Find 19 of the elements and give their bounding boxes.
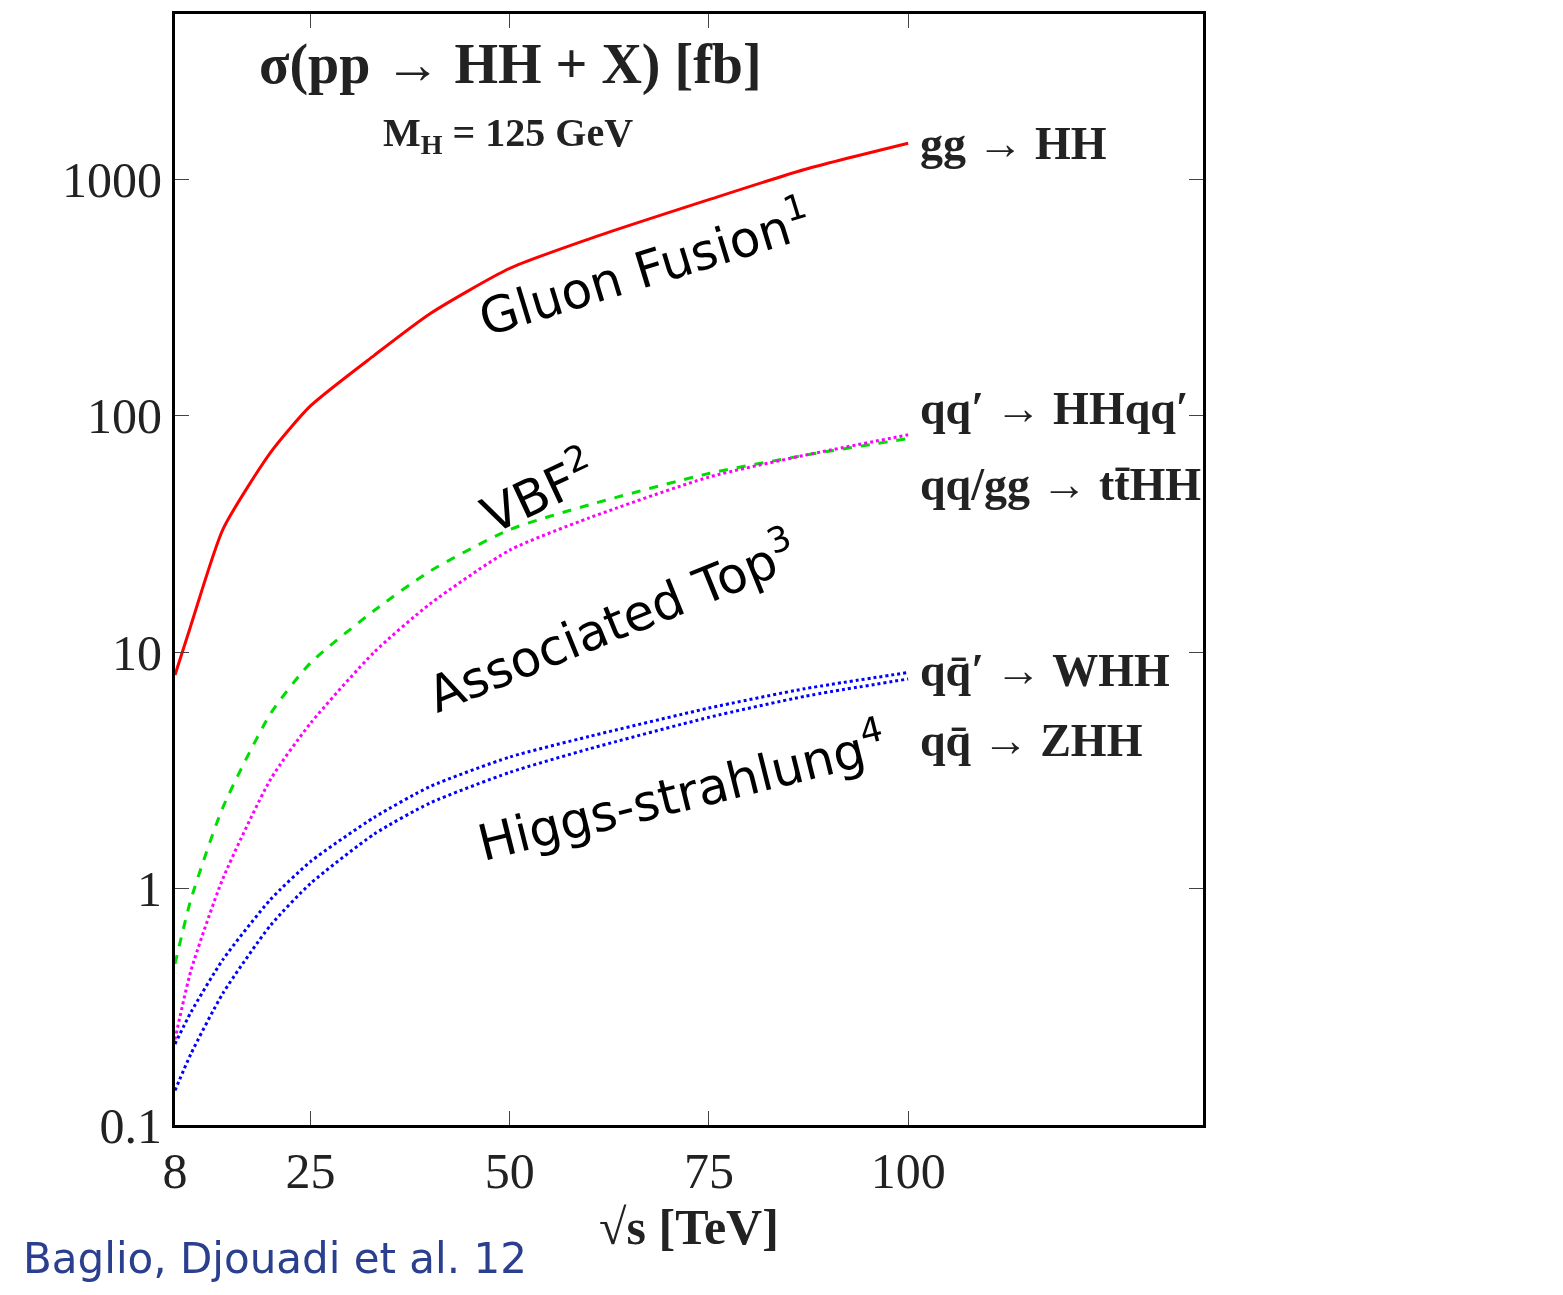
y-tick-label: 100	[87, 388, 162, 445]
x-axis-title: √s [TeV]	[599, 1199, 779, 1255]
y-tick-label: 0.1	[99, 1097, 162, 1154]
y-tick-label: 1	[137, 861, 162, 918]
x-tick-label: 100	[870, 1143, 946, 1199]
series-label: qq′ → HHqq′	[920, 383, 1189, 434]
x-tick-label: 25	[285, 1143, 336, 1199]
series-label: gg → HH	[920, 118, 1107, 169]
x-tick-label: 75	[683, 1143, 734, 1199]
text: Baglio, Djouadi et al. 12	[23, 1234, 527, 1283]
text: M$_{H}$ = 125 GeV	[383, 110, 634, 161]
chart-title: σ(pp → HH + X) [fb]	[259, 33, 762, 96]
y-tick-label: 10	[112, 624, 162, 681]
series-label: qq̄ → ZHH	[920, 715, 1143, 766]
x-tick-label: 8	[162, 1143, 188, 1199]
y-tick-label: 1000	[62, 151, 162, 208]
x-tick-label: 50	[484, 1143, 535, 1199]
series-label: qq̄′ → WHH	[920, 645, 1171, 696]
series-label: qq/gg → tt̄HH	[920, 459, 1202, 510]
